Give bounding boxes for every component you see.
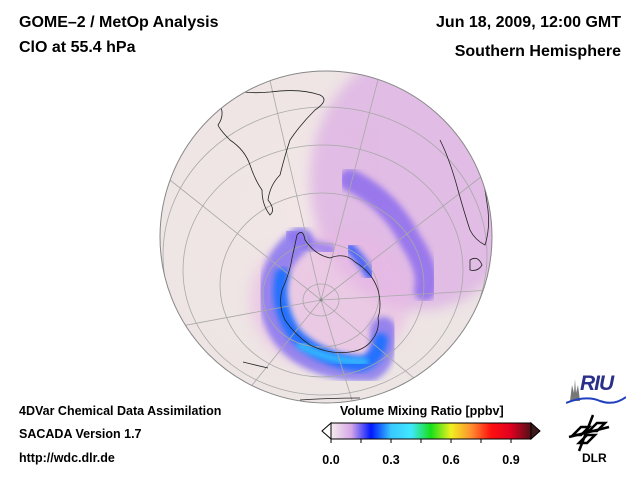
riu-logo-icon [566,379,626,404]
coast-south-america [213,84,325,216]
title-line-1: GOME–2 / MetOp Analysis [19,14,219,31]
colorbar-tick-label: 0.3 [382,453,400,467]
colorbar-tick-label: 0.6 [442,453,460,467]
footer-method: 4DVar Chemical Data Assimilation [19,404,222,418]
south-pole-marker [319,298,323,302]
colorbar-gradient [330,422,532,440]
dlr-logo-icon [568,414,610,452]
dlr-logo-text: DLR [582,451,607,465]
region-label: Southern Hemisphere [454,43,621,60]
colorbar-extend-low [321,421,332,441]
coast-madagascar [469,257,483,271]
colorbar-tick-label: 0.9 [502,453,520,467]
clo-filament [339,169,437,301]
date-label: Jun 18, 2009, 12:00 GMT [436,14,621,31]
colorbar-title: Volume Mixing Ratio [ppbv] [340,404,504,418]
footer-url[interactable]: http://wdc.dlr.de [19,451,115,465]
clo-vortex-max [296,341,369,366]
title-line-2: ClO at 55.4 hPa [19,39,136,56]
colorbar-extend-high [530,421,541,441]
graticule [160,71,492,403]
colorbar-ticks [330,439,512,443]
coast-new-zealand [242,361,269,369]
globe-outline [159,70,493,404]
coast-antarctica [280,232,381,354]
clo-vortex-east [345,243,375,280]
colorbar-tick-label: 0.0 [322,453,340,467]
colorbar [321,421,541,443]
footer-version: SACADA Version 1.7 [19,427,142,441]
coast-australia-edge [299,397,361,401]
riu-logo-text: RIU [580,372,614,395]
